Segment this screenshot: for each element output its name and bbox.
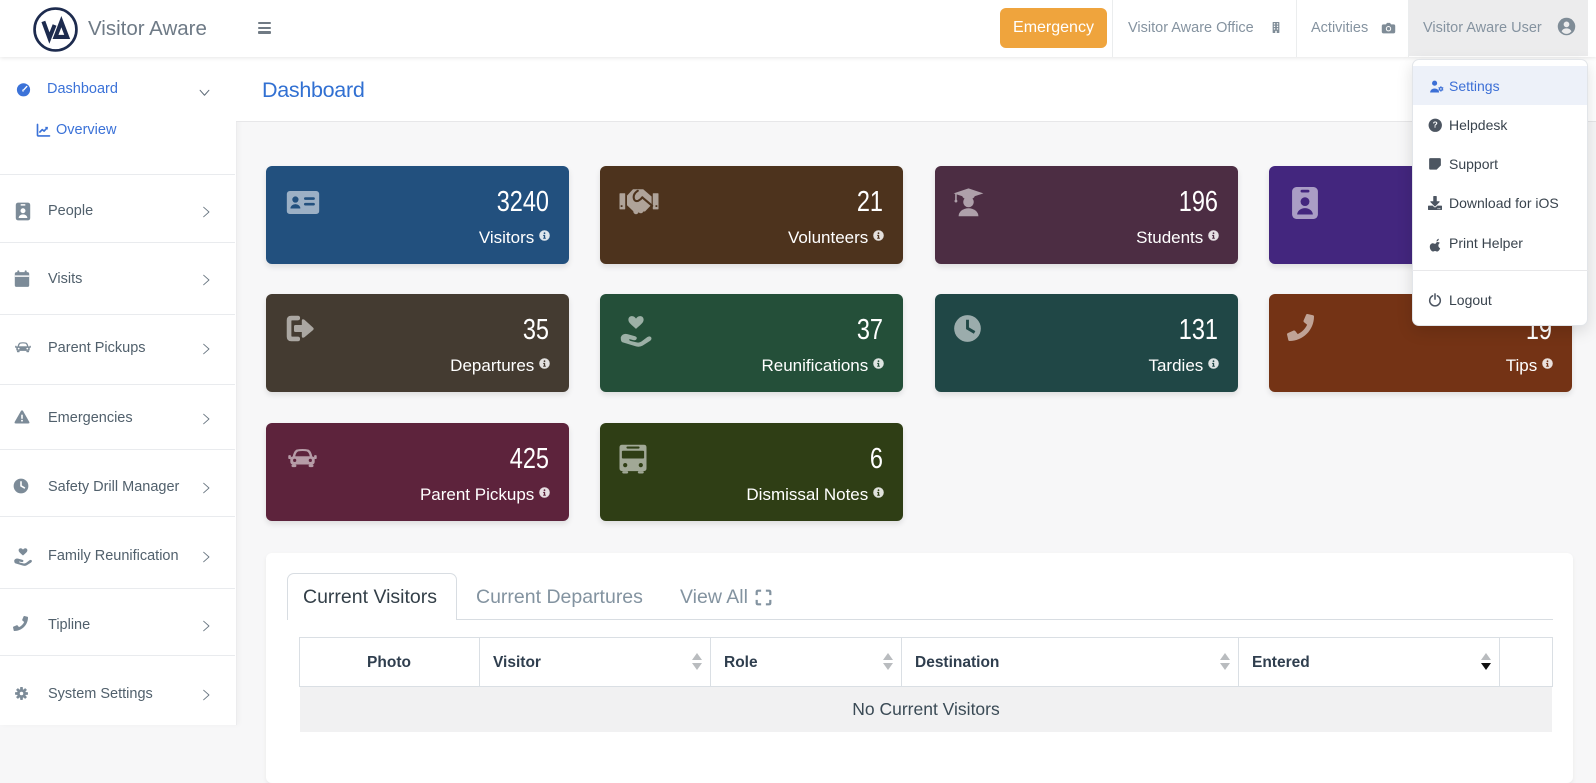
svg-text:?: ?	[1433, 120, 1438, 130]
